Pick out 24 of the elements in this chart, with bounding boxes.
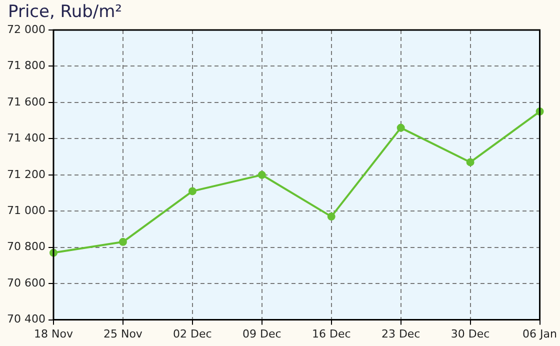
y-tick-label: 71 000 [6,204,46,217]
x-tick-label: 25 Nov [103,327,143,340]
chart-title: Price, Rub/m² [8,2,122,22]
point [118,238,127,246]
y-tick-label: 71 600 [6,95,46,108]
x-tick-label: 23 Dec [381,327,420,340]
y-tick-label: 71 200 [6,168,46,181]
x-tick-label: 18 Nov [34,327,74,340]
y-tick-label: 70 600 [6,276,46,290]
x-tick-label: 16 Dec [312,327,351,340]
point [327,212,336,221]
y-tick-label: 70 400 [6,312,46,326]
x-tick-label: 30 Dec [450,327,490,340]
point [188,187,196,196]
y-tick-label: 72 000 [6,22,46,36]
x-tick-label: 02 Dec [173,327,212,340]
point [258,170,266,179]
point [396,124,405,132]
point [466,158,474,166]
y-tick-label: 70 800 [6,240,46,254]
x-tick-label: 06 Jan [522,327,558,340]
y-tick-label: 71 400 [6,132,46,145]
x-tick-label: 09 Dec [242,327,282,340]
y-tick-label: 71 800 [6,59,46,72]
